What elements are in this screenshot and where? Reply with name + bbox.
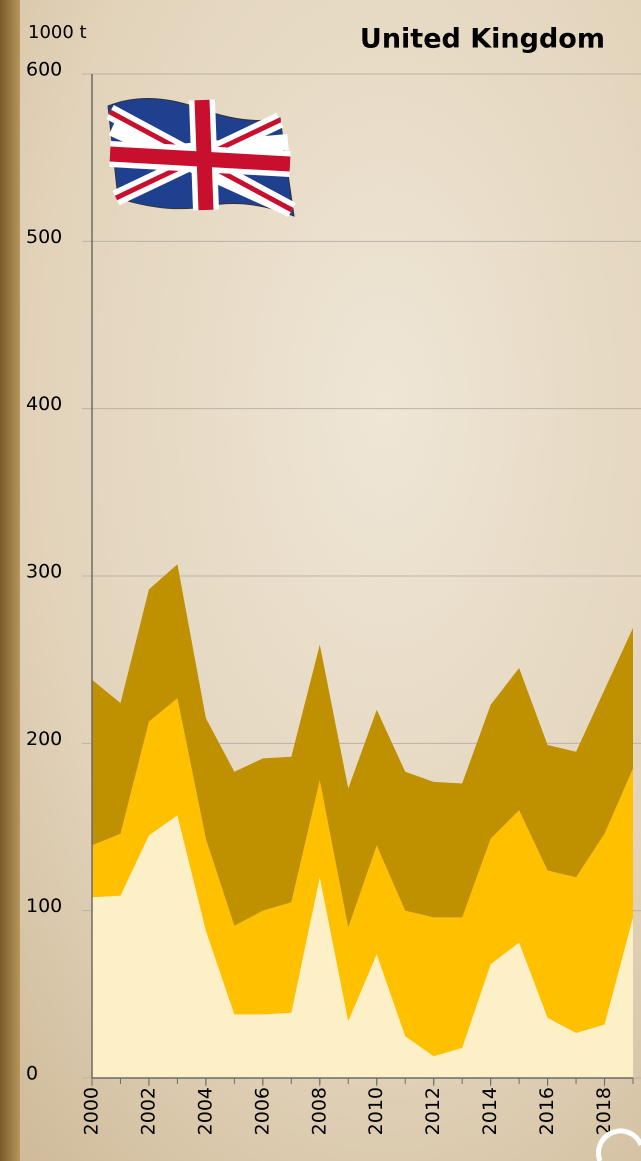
y-tick-label: 0	[26, 1063, 38, 1085]
x-tick-label: 2012	[422, 1087, 444, 1135]
area	[92, 815, 633, 1078]
x-tick-label: 2014	[479, 1087, 501, 1135]
y-tick-label: 600	[26, 59, 62, 81]
x-tick-label: 2000	[81, 1087, 103, 1135]
y-tick-label: 300	[26, 561, 62, 583]
x-tick-label: 2006	[251, 1087, 273, 1135]
flag	[106, 98, 296, 218]
area	[92, 564, 633, 928]
x-tick-label: 2004	[194, 1087, 216, 1135]
area	[92, 698, 633, 1057]
y-axis-unit: 1000 t	[28, 22, 87, 43]
x-tick-label: 2002	[137, 1087, 159, 1135]
y-tick-label: 200	[26, 728, 62, 750]
y-tick-label: 100	[26, 895, 62, 917]
x-tick-label: 2018	[593, 1087, 615, 1135]
logo-arc	[596, 1128, 641, 1161]
y-tick-label: 500	[26, 226, 62, 248]
y-tick-label: 400	[26, 393, 62, 415]
x-tick-label: 2016	[536, 1087, 558, 1135]
left-border	[0, 0, 20, 1161]
x-tick-label: 2010	[365, 1087, 387, 1135]
x-tick-label: 2008	[308, 1087, 330, 1135]
chart-title: United Kingdom	[360, 24, 605, 55]
